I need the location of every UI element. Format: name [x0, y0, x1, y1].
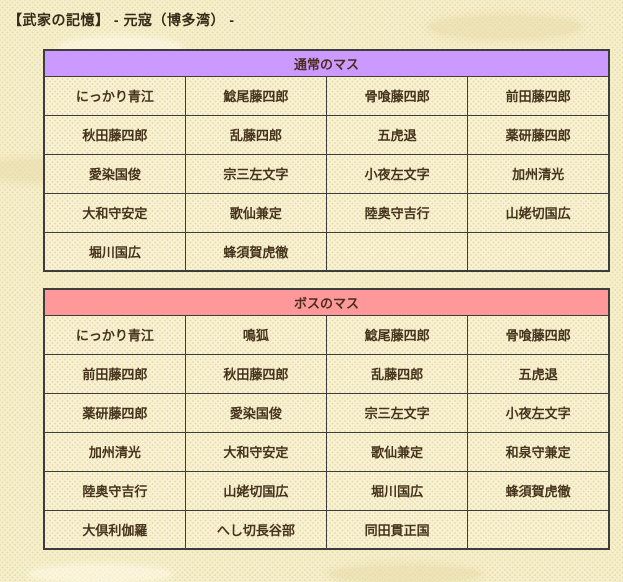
table-cell: 乱藤四郎: [184, 114, 328, 155]
table-row: 秋田藤四郎 乱藤四郎 五虎退 薬研藤四郎: [43, 114, 610, 155]
table-cell: 前田藤四郎: [43, 353, 186, 394]
table-row: 前田藤四郎 秋田藤四郎 乱藤四郎 五虎退: [43, 353, 610, 394]
page-title: 【武家の記憶】 - 元寇（博多湾） -: [8, 12, 235, 28]
table-cell: 加州清光: [467, 153, 610, 194]
table-cell: にっかり青江: [43, 75, 186, 116]
table-cell: 山姥切国広: [184, 470, 328, 511]
table-cell: [467, 231, 610, 272]
table-row: 加州清光 大和守安定 歌仙兼定 和泉守兼定: [43, 431, 610, 472]
table-cell: 同田貫正国: [325, 509, 469, 550]
table-row: 薬研藤四郎 愛染国俊 宗三左文字 小夜左文字: [43, 392, 610, 433]
table-cell: 薬研藤四郎: [467, 114, 610, 155]
normal-squares-table: 通常のマス にっかり青江 鯰尾藤四郎 骨喰藤四郎 前田藤四郎 秋田藤四郎 乱藤四郎 五虎退薬…: [43, 49, 610, 272]
table-cell: 骨喰藤四郎: [325, 75, 469, 116]
table-cell: 蜂須賀虎徹: [467, 470, 610, 511]
table-cell: 堀川国広: [43, 231, 186, 272]
table-row: 堀川国広 蜂須賀虎徹: [43, 231, 610, 272]
table-cell: 乱藤四郎: [325, 353, 469, 394]
wiki-page: 【武家の記憶】 - 元寇（博多湾） - 通常のマス にっかり青江 鯰尾藤四郎 骨喰藤…: [0, 10, 623, 550]
table-cell: へし切長谷部: [184, 509, 328, 550]
table-cell: [467, 509, 610, 550]
table-cell: 鯰尾藤四郎: [184, 75, 328, 116]
table-header-row: 通常のマス: [43, 49, 610, 77]
boss-squares-header: ボスのマス: [43, 288, 610, 316]
table-cell: 大和守安定: [184, 431, 328, 472]
table-cell: 大倶利伽羅: [43, 509, 186, 550]
cloud-decoration: [330, 566, 480, 582]
table-cell: 薬研藤四郎: [43, 392, 186, 433]
table-cell: 堀川国広: [325, 470, 469, 511]
table-cell: 鯰尾藤四郎: [325, 314, 469, 355]
table-cell: 五虎退: [467, 353, 610, 394]
table-header-row: ボスのマス: [43, 288, 610, 316]
table-cell: 小夜左文字: [325, 153, 469, 194]
table-cell: 歌仙兼定: [184, 192, 328, 233]
table-cell: 秋田藤四郎: [43, 114, 186, 155]
table-cell: 骨喰藤四郎: [467, 314, 610, 355]
table-cell: [325, 231, 469, 272]
normal-squares-header: 通常のマス: [43, 49, 610, 77]
boss-squares-table: ボスのマス にっかり青江 鳴狐 鯰尾藤四郎 骨喰藤四郎 前田藤四郎 秋田藤四郎 乱藤四郎 五虎…: [43, 288, 610, 550]
cloud-decoration: [30, 566, 170, 582]
table-cell: 愛染国俊: [184, 392, 328, 433]
table-cell: 秋田藤四郎: [184, 353, 328, 394]
table-cell: 五虎退: [325, 114, 469, 155]
table-row: 大和守安定 歌仙兼定 陸奥守吉行 山姥切国広: [43, 192, 610, 233]
table-cell: 前田藤四郎: [467, 75, 610, 116]
table-cell: 陸奥守吉行: [43, 470, 186, 511]
table-row: 愛染国俊 宗三左文字 小夜左文字 加州清光: [43, 153, 610, 194]
table-cell: 宗三左文字: [184, 153, 328, 194]
table-cell: 小夜左文字: [467, 392, 610, 433]
table-cell: 蜂須賀虎徹: [184, 231, 328, 272]
table-row: にっかり青江 鯰尾藤四郎 骨喰藤四郎 前田藤四郎: [43, 75, 610, 116]
table-cell: 宗三左文字: [325, 392, 469, 433]
table-cell: 大和守安定: [43, 192, 186, 233]
table-row: 陸奥守吉行 山姥切国広 堀川国広 蜂須賀虎徹: [43, 470, 610, 511]
table-cell: 愛染国俊: [43, 153, 186, 194]
table-row: 大倶利伽羅 へし切長谷部 同田貫正国: [43, 509, 610, 550]
table-cell: 加州清光: [43, 431, 186, 472]
table-cell: 陸奥守吉行: [325, 192, 469, 233]
table-cell: にっかり青江: [43, 314, 186, 355]
table-cell: 歌仙兼定: [325, 431, 469, 472]
table-cell: 鳴狐: [184, 314, 328, 355]
table-cell: 和泉守兼定: [467, 431, 610, 472]
table-row: にっかり青江 鳴狐 鯰尾藤四郎 骨喰藤四郎: [43, 314, 610, 355]
table-cell: 山姥切国広: [467, 192, 610, 233]
